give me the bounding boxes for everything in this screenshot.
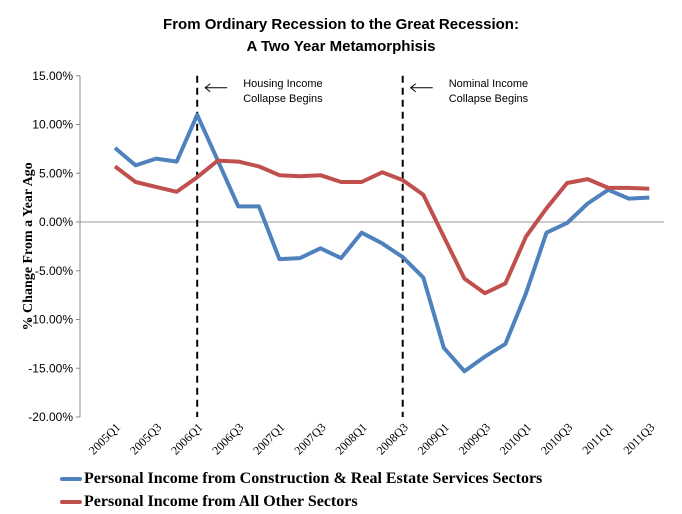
- y-axis-label: % Change From a Year Ago: [21, 162, 36, 330]
- x-tick-label: 2009Q3: [456, 420, 493, 457]
- x-tick-label: 2010Q3: [538, 420, 575, 457]
- x-tick-label: 2008Q1: [332, 420, 369, 457]
- y-tick-label: 15.00%: [32, 69, 73, 83]
- annotation-text: Collapse Begins: [243, 93, 323, 105]
- x-tick-label: 2007Q3: [291, 420, 328, 457]
- legend-label: Personal Income from Construction & Real…: [84, 470, 543, 487]
- y-tick-label: -10.00%: [28, 313, 73, 327]
- y-tick-label: -5.00%: [35, 264, 73, 278]
- x-tick-label: 2006Q1: [168, 420, 205, 457]
- legend-item-other: Personal Income from All Other Sectors: [60, 493, 358, 511]
- legend-swatch-blue: [60, 477, 82, 482]
- annotation-text: Nominal Income: [449, 78, 528, 90]
- series-line-construction: [113, 112, 650, 374]
- y-tick-label: 10.00%: [32, 118, 73, 132]
- annotation-arrowhead: [204, 83, 211, 93]
- y-tick-label: 0.00%: [39, 215, 73, 229]
- y-tick-label: 5.00%: [39, 166, 73, 180]
- legend-item-construction: Personal Income from Construction & Real…: [60, 470, 542, 488]
- chart-title-line-1: From Ordinary Recession to the Great Rec…: [163, 16, 519, 33]
- x-tick-label: 2005Q1: [86, 420, 123, 457]
- annotation-text: Collapse Begins: [449, 93, 529, 105]
- x-tick-label: 2010Q1: [497, 420, 534, 457]
- x-tick-label: 2011Q1: [579, 420, 616, 457]
- chart-title: From Ordinary Recession to the Great Rec…: [0, 14, 682, 58]
- x-tick-label: 2006Q3: [209, 420, 246, 457]
- legend-swatch-red: [60, 500, 82, 505]
- y-tick-label: -20.00%: [28, 410, 73, 424]
- x-tick-label: 2008Q3: [374, 420, 411, 457]
- annotation-text: Housing Income: [243, 78, 323, 90]
- x-tick-label: 2005Q3: [127, 420, 164, 457]
- x-tick-label: 2007Q1: [250, 420, 287, 457]
- annotation-arrowhead: [409, 83, 417, 93]
- series-line-other-sectors: [113, 158, 650, 296]
- y-tick-label: -15.00%: [28, 361, 73, 375]
- x-tick-label: 2009Q1: [415, 420, 452, 457]
- x-tick-label: 2011Q3: [620, 420, 657, 457]
- legend-label: Personal Income from All Other Sectors: [84, 493, 358, 510]
- chart-title-line-2: A Two Year Metamorphisis: [246, 38, 436, 55]
